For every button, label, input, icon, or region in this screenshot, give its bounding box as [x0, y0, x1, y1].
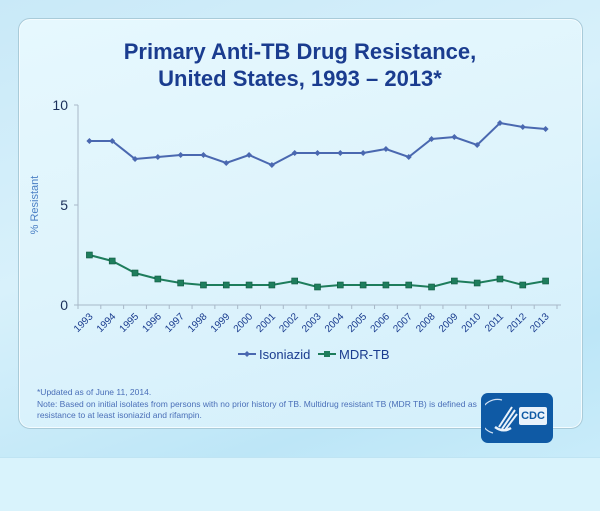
legend-item-isoniazid: Isoniazid — [238, 347, 310, 362]
footnote-updated: *Updated as of June 11, 2014. — [37, 387, 152, 397]
data-point — [131, 269, 139, 277]
data-point — [245, 281, 253, 289]
data-point — [473, 279, 481, 287]
data-point — [154, 154, 161, 160]
x-tick-label: 2005 — [346, 311, 370, 335]
data-point — [291, 277, 298, 285]
footnotes: *Updated as of June 11, 2014. Note: Base… — [37, 387, 477, 422]
x-tick-label: 2000 — [232, 311, 256, 335]
data-point — [360, 150, 367, 156]
legend-item-mdr-tb: MDR-TB — [318, 347, 390, 362]
data-point — [451, 134, 458, 140]
x-tick-label: 2012 — [505, 311, 529, 335]
data-point — [268, 281, 276, 289]
x-tick-label: 2010 — [460, 311, 484, 335]
data-point — [542, 126, 549, 132]
data-point — [200, 152, 207, 158]
x-tick-label: 1994 — [95, 311, 119, 335]
data-point — [86, 251, 93, 259]
data-point — [314, 150, 321, 156]
hhs-eagle-icon — [485, 398, 518, 434]
x-tick-label: 1998 — [186, 311, 210, 335]
data-point — [382, 281, 390, 289]
axes: 0 5 10 1993 1994 1995 1996 1997 1998 1999 2000 2001… — [29, 97, 561, 335]
data-point — [519, 124, 526, 130]
data-point — [496, 120, 503, 126]
data-point — [337, 281, 344, 289]
x-tick-label: 2008 — [414, 311, 438, 335]
data-point — [177, 279, 184, 287]
chart-title-line-1: Primary Anti-TB Drug Resistance, — [123, 39, 477, 64]
legend-label: Isoniazid — [259, 347, 310, 362]
chart-panel — [18, 18, 583, 429]
data-point — [428, 136, 435, 142]
data-point — [428, 283, 435, 291]
legend-marker — [244, 351, 250, 357]
data-point — [337, 150, 344, 156]
x-tick-label: 1995 — [118, 311, 142, 335]
data-point — [451, 277, 458, 285]
chart-title: Primary Anti-TB Drug Resistance, United … — [0, 38, 600, 92]
data-point — [519, 281, 527, 289]
data-point — [200, 281, 207, 289]
x-tick-label: 1996 — [140, 311, 164, 335]
legend: Isoniazid MDR-TB — [238, 347, 390, 362]
x-tick-label: 2003 — [300, 311, 324, 335]
series-isoniazid — [86, 120, 549, 168]
data-point — [542, 277, 549, 285]
data-point — [496, 275, 504, 283]
cdc-logo: CDC — [481, 393, 553, 443]
data-point — [314, 283, 321, 291]
cdc-wordmark: CDC — [519, 407, 547, 425]
data-point — [223, 160, 230, 166]
data-point — [177, 152, 184, 158]
x-tick-label: 2004 — [323, 311, 347, 335]
chart-title-line-2: United States, 1993 – 2013* — [158, 66, 442, 91]
bottom-band — [0, 457, 600, 511]
x-tick-label: 1993 — [72, 311, 96, 335]
legend-marker — [324, 351, 330, 357]
data-point — [154, 275, 162, 283]
data-point — [359, 281, 367, 289]
x-tick-label: 2009 — [437, 311, 461, 335]
y-tick-label: 5 — [60, 197, 68, 213]
x-tick-label: 2007 — [391, 311, 415, 335]
legend-label: MDR-TB — [339, 347, 390, 362]
x-tick-label: 2001 — [254, 311, 278, 335]
y-axis-label: % Resistant — [29, 176, 41, 235]
data-point — [382, 146, 389, 152]
data-point — [222, 281, 230, 289]
x-tick-label: 2002 — [277, 311, 301, 335]
series-mdr-tb — [86, 251, 549, 291]
x-tick-label: 1997 — [163, 311, 187, 335]
data-point — [291, 150, 298, 156]
x-tick-label: 2006 — [369, 311, 393, 335]
y-tick-label: 0 — [60, 297, 68, 313]
series-layer — [86, 120, 549, 291]
footnote-note: Note: Based on initial isolates from per… — [37, 398, 477, 421]
data-point — [405, 154, 412, 160]
data-point — [108, 257, 116, 265]
data-point — [474, 142, 481, 148]
x-tick-label: 2013 — [528, 311, 552, 335]
data-point — [268, 162, 275, 168]
data-point — [109, 138, 116, 144]
data-point — [246, 152, 253, 158]
data-point — [405, 281, 413, 289]
x-tick-label: 2011 — [483, 311, 506, 334]
data-point — [86, 138, 93, 144]
x-tick-label: 1999 — [209, 311, 233, 335]
data-point — [132, 156, 139, 162]
y-tick-label: 10 — [52, 97, 68, 113]
